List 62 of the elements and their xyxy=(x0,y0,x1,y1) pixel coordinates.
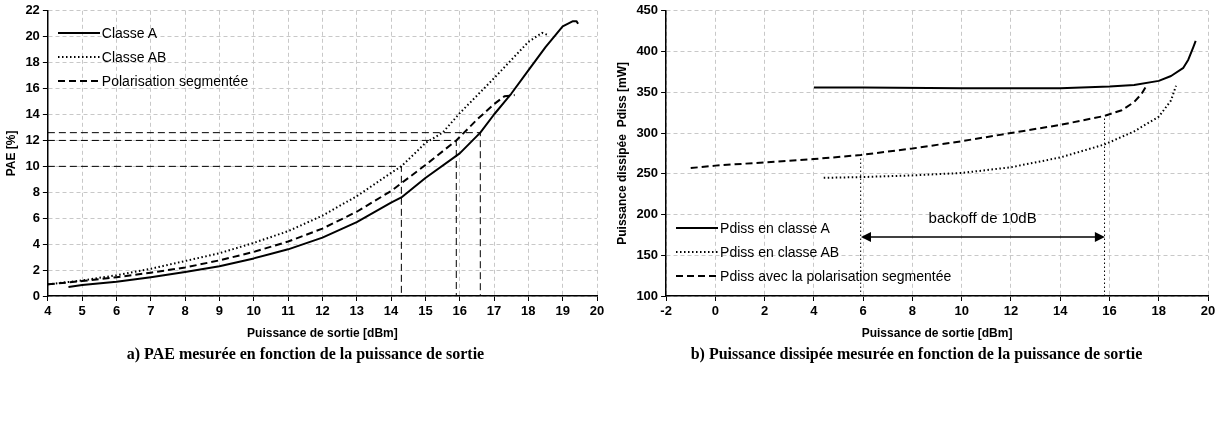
x-tick-label: 8 xyxy=(181,303,189,319)
x-tick-label: 11 xyxy=(281,303,295,319)
y-tick-label: 0 xyxy=(32,287,40,303)
y-tick-label: 150 xyxy=(636,246,659,262)
y-tick-label: 400 xyxy=(636,43,659,59)
x-tick-label: 18 xyxy=(521,303,536,319)
x-tick-label: 18 xyxy=(1151,303,1166,319)
x-tick-label: 10 xyxy=(246,303,262,319)
y-tick-label: 22 xyxy=(25,2,40,18)
y-tick-label: 200 xyxy=(636,206,659,222)
y-tick-label: 6 xyxy=(32,209,40,225)
x-tick-label: 16 xyxy=(452,303,467,319)
legend-label: Classe AB xyxy=(101,48,167,65)
text: b) Puissance dissipée mesurée en fonction de la puissance de sortie xyxy=(689,345,1144,363)
x-tick-label: 15 xyxy=(418,303,433,319)
legend-label: Polarisation segmentée xyxy=(101,72,249,89)
legend-label: Pdiss en classe AB xyxy=(720,244,840,260)
x-tick-label: 17 xyxy=(486,303,502,319)
x-tick-label: 0 xyxy=(711,303,719,319)
legend-label: Classe A xyxy=(101,24,158,41)
x-tick-label: 13 xyxy=(349,303,364,319)
y-tick-label: 16 xyxy=(25,80,40,96)
y-axis-title: Puissance dissipée Pdiss [mW] xyxy=(614,62,629,245)
x-tick-label: 5 xyxy=(78,303,86,319)
x-axis-title: Puissance de sortie [dBm] xyxy=(861,326,1013,341)
y-tick-label: 100 xyxy=(636,287,659,303)
annotation: backoff de 10dB xyxy=(928,209,1037,227)
x-tick-label: 12 xyxy=(1003,303,1019,319)
x-tick-label: 4 xyxy=(44,303,53,319)
y-tick-label: 2 xyxy=(32,261,40,277)
x-tick-label: 14 xyxy=(1052,303,1069,319)
y-tick-label: 250 xyxy=(636,165,659,181)
x-tick-label: 19 xyxy=(555,303,570,319)
x-tick-label: 9 xyxy=(215,303,224,319)
x-tick-label: 20 xyxy=(1200,303,1216,319)
y-tick-label: 8 xyxy=(32,183,40,199)
y-tick-label: 350 xyxy=(636,83,659,99)
y-tick-label: 20 xyxy=(25,28,40,44)
y-tick-label: 10 xyxy=(25,157,40,173)
x-tick-label: 4 xyxy=(810,303,819,319)
y-tick-label: 18 xyxy=(25,54,40,70)
y-axis-title: PAE [%] xyxy=(3,130,18,177)
x-tick-label: 16 xyxy=(1102,303,1117,319)
x-tick-label: 14 xyxy=(383,303,400,319)
y-tick-label: 14 xyxy=(25,106,41,122)
x-tick-label: 2 xyxy=(761,303,769,319)
x-tick-label: 12 xyxy=(315,303,330,319)
y-tick-label: 450 xyxy=(636,2,659,18)
legend-label: Pdiss en classe A xyxy=(720,220,830,236)
x-tick-label: 20 xyxy=(589,303,605,319)
x-tick-label: 6 xyxy=(859,303,867,319)
x-axis-title: Puissance de sortie [dBm] xyxy=(247,326,398,341)
legend-label: Pdiss avec la polarisation segmentée xyxy=(720,268,952,284)
x-tick-label: -2 xyxy=(660,303,672,319)
x-tick-label: 10 xyxy=(954,303,969,319)
y-tick-label: 12 xyxy=(25,132,40,148)
x-tick-label: 6 xyxy=(112,303,121,319)
x-tick-label: 7 xyxy=(147,303,155,319)
x-tick-label: 8 xyxy=(908,303,917,319)
y-tick-label: 300 xyxy=(636,124,659,140)
y-tick-label: 4 xyxy=(32,235,41,251)
text: a) PAE mesurée en fonction de la puissance de sortie xyxy=(125,345,486,363)
